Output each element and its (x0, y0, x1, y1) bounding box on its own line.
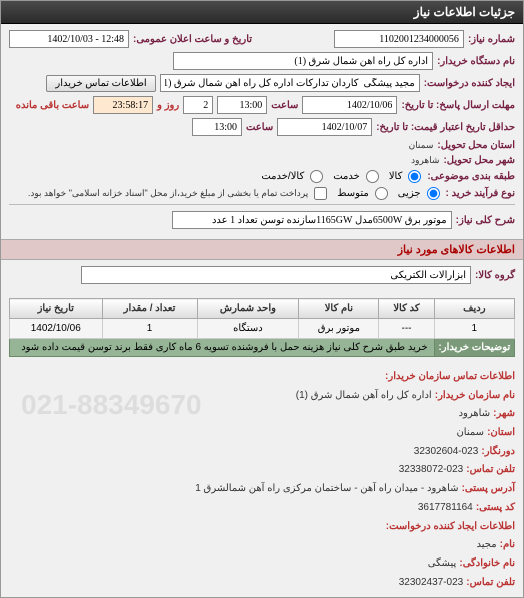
validity-label: حداقل تاریخ اعتبار قیمت: تا تاریخ: (376, 122, 515, 133)
th-date: تاریخ نیاز (10, 299, 103, 319)
summary-input[interactable] (172, 211, 452, 229)
td-code: --- (379, 319, 434, 339)
city-value: شاهرود (411, 155, 439, 166)
c-reqphone-label: تلفن تماس: (466, 577, 515, 588)
c-address: شاهرود - میدان راه آهن - ساختمان مرکزی ر… (195, 483, 458, 494)
need-number-input[interactable] (334, 30, 464, 48)
c-org: اداره کل راه آهن شمال شرق (1) (296, 390, 432, 401)
process-opt1: جزیی (398, 188, 421, 199)
validity-date-input[interactable] (277, 118, 372, 136)
budget-opt1: کالا (389, 171, 403, 182)
process-radio-medium[interactable] (375, 187, 388, 200)
budget-radio-goods[interactable] (408, 170, 421, 183)
summary-label: شرح کلی نیاز: (456, 215, 515, 226)
th-unit: واحد شمارش (197, 299, 299, 319)
group-label: گروه کالا: (475, 270, 515, 281)
budget-radio-service[interactable] (366, 170, 379, 183)
time-label-2: ساعت (246, 122, 273, 133)
contact-section-title: اطلاعات تماس سازمان خریدار: (385, 371, 515, 382)
process-opt2: متوسط (337, 188, 368, 199)
c-reqphone: 023-32302437 (399, 577, 464, 588)
buyer-notes: خرید طبق شرح کلی نیاز هزینه حمل با فروشن… (10, 339, 435, 357)
th-code: کد کالا (379, 299, 434, 319)
c-province: سمنان (456, 427, 484, 438)
c-city-label: شهر: (493, 408, 515, 419)
buyer-org-label: نام دستگاه خریدار: (437, 56, 515, 67)
requester-input[interactable] (160, 74, 420, 92)
deadline-date-input[interactable] (302, 96, 397, 114)
td-unit: دستگاه (197, 319, 299, 339)
budget-opt3: کالا/خدمت (261, 171, 304, 182)
deadline-label: مهلت ارسال پاسخ: تا تاریخ: (401, 100, 515, 111)
c-org-label: نام سازمان خریدار: (435, 390, 515, 401)
th-row: ردیف (434, 299, 514, 319)
th-qty: تعداد / مقدار (102, 299, 197, 319)
c-phone: 023-32338072 (399, 464, 464, 475)
budget-opt2: خدمت (333, 171, 360, 182)
process-checkbox[interactable] (314, 187, 327, 200)
announce-date-label: تاریخ و ساعت اعلان عمومی: (133, 34, 252, 45)
notes-row: توضیحات خریدار: خرید طبق شرح کلی نیاز هز… (10, 339, 515, 357)
contact-buyer-button[interactable]: اطلاعات تماس خریدار (46, 75, 155, 92)
remaining-label: ساعت باقی مانده (16, 100, 89, 111)
panel-title: جزئیات اطلاعات نیاز (1, 1, 523, 24)
announce-date-input[interactable] (9, 30, 129, 48)
time-label-1: ساعت (271, 100, 298, 111)
td-name: موتور برق (299, 319, 379, 339)
req-creator-title: اطلاعات ایجاد کننده درخواست: (386, 521, 515, 532)
table-row[interactable]: 1 --- موتور برق دستگاه 1 1402/10/06 (10, 319, 515, 339)
remaining-label-mid: روز و (157, 100, 179, 111)
c-postal: 3617781164 (418, 502, 473, 513)
c-fax: 023-32302604 (414, 446, 479, 457)
c-phone-label: تلفن تماس: (466, 464, 515, 475)
remaining-time-input (93, 96, 153, 114)
process-note: پرداخت تمام یا بخشی از مبلغ خرید،از محل … (28, 188, 308, 199)
requester-label: ایجاد کننده درخواست: (424, 78, 515, 89)
c-family: پیشگی (428, 558, 457, 569)
group-input[interactable] (81, 266, 471, 284)
c-family-label: نام خانوادگی: (459, 558, 515, 569)
budget-radio-both[interactable] (310, 170, 323, 183)
remaining-num-input (183, 96, 213, 114)
c-address-label: آدرس پستی: (462, 483, 515, 494)
budget-type-label: طبقه بندی موضوعی: (427, 171, 515, 182)
city-label: شهر محل تحویل: (443, 155, 515, 166)
buyer-notes-label: توضیحات خریدار: (434, 339, 514, 357)
c-postal-label: کد پستی: (476, 502, 515, 513)
c-province-label: استان: (487, 427, 515, 438)
th-name: نام کالا (299, 299, 379, 319)
td-qty: 1 (102, 319, 197, 339)
td-date: 1402/10/06 (10, 319, 103, 339)
c-fax-label: دورنگار: (481, 446, 515, 457)
province-value: سمنان (409, 140, 434, 151)
c-name: مجید (477, 539, 497, 550)
deadline-time-input[interactable] (217, 96, 267, 114)
goods-section-title: اطلاعات کالاهای مورد نیاز (1, 239, 523, 260)
province-label: استان محل تحویل: (437, 140, 515, 151)
validity-time-input[interactable] (192, 118, 242, 136)
need-number-label: شماره نیاز: (468, 34, 515, 45)
goods-table: ردیف کد کالا نام کالا واحد شمارش تعداد /… (9, 298, 515, 357)
c-name-label: نام: (500, 539, 515, 550)
td-row: 1 (434, 319, 514, 339)
process-label: نوع فرآیند خرید : (446, 188, 515, 199)
buyer-org-input[interactable] (173, 52, 433, 70)
c-city: شاهرود (459, 408, 491, 419)
process-radio-minor[interactable] (427, 187, 440, 200)
